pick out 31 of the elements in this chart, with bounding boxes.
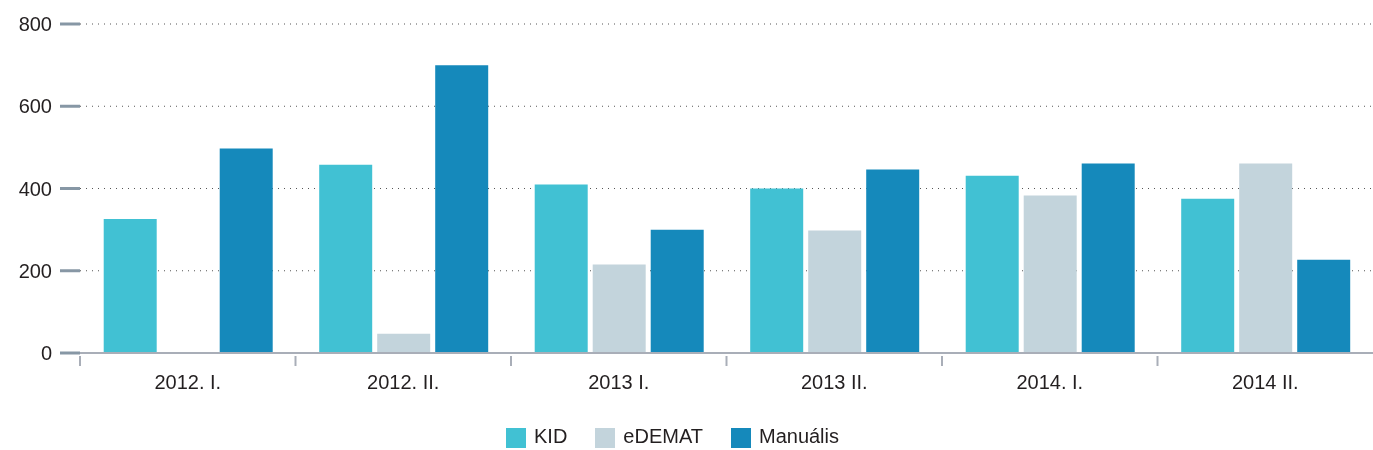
x-tick-label: 2014. I. (1016, 371, 1084, 393)
bar (319, 164, 373, 353)
legend-label: Manuális (758, 425, 840, 447)
bar (534, 184, 588, 353)
x-tick-label: 2013 I. (588, 371, 650, 393)
y-tick-label: 0 (40, 342, 52, 365)
legend-label: eDEMAT (623, 425, 703, 447)
bar (103, 218, 157, 353)
bar (750, 188, 804, 353)
bar (435, 65, 489, 353)
bar (219, 148, 273, 353)
x-tick-label: 2013 II. (800, 371, 868, 393)
legend-label: KID (533, 425, 568, 447)
x-tick-label: 2012. II. (367, 371, 440, 393)
bar (650, 229, 704, 353)
bar (592, 264, 646, 353)
x-tick-label: 2014 II. (1231, 371, 1299, 393)
bar (866, 169, 920, 353)
bar (1239, 163, 1293, 353)
y-tick-label: 200 (18, 259, 52, 282)
bar (808, 230, 862, 353)
y-tick-label: 600 (18, 95, 52, 118)
bar (1023, 195, 1077, 353)
bar (377, 333, 431, 353)
bar (1181, 198, 1235, 353)
y-tick-label: 800 (18, 13, 52, 36)
y-tick-label: 400 (18, 177, 52, 200)
bar (1081, 163, 1135, 353)
bar (965, 175, 1019, 353)
x-tick-label: 2012. I. (154, 371, 222, 393)
bar (1297, 259, 1351, 353)
